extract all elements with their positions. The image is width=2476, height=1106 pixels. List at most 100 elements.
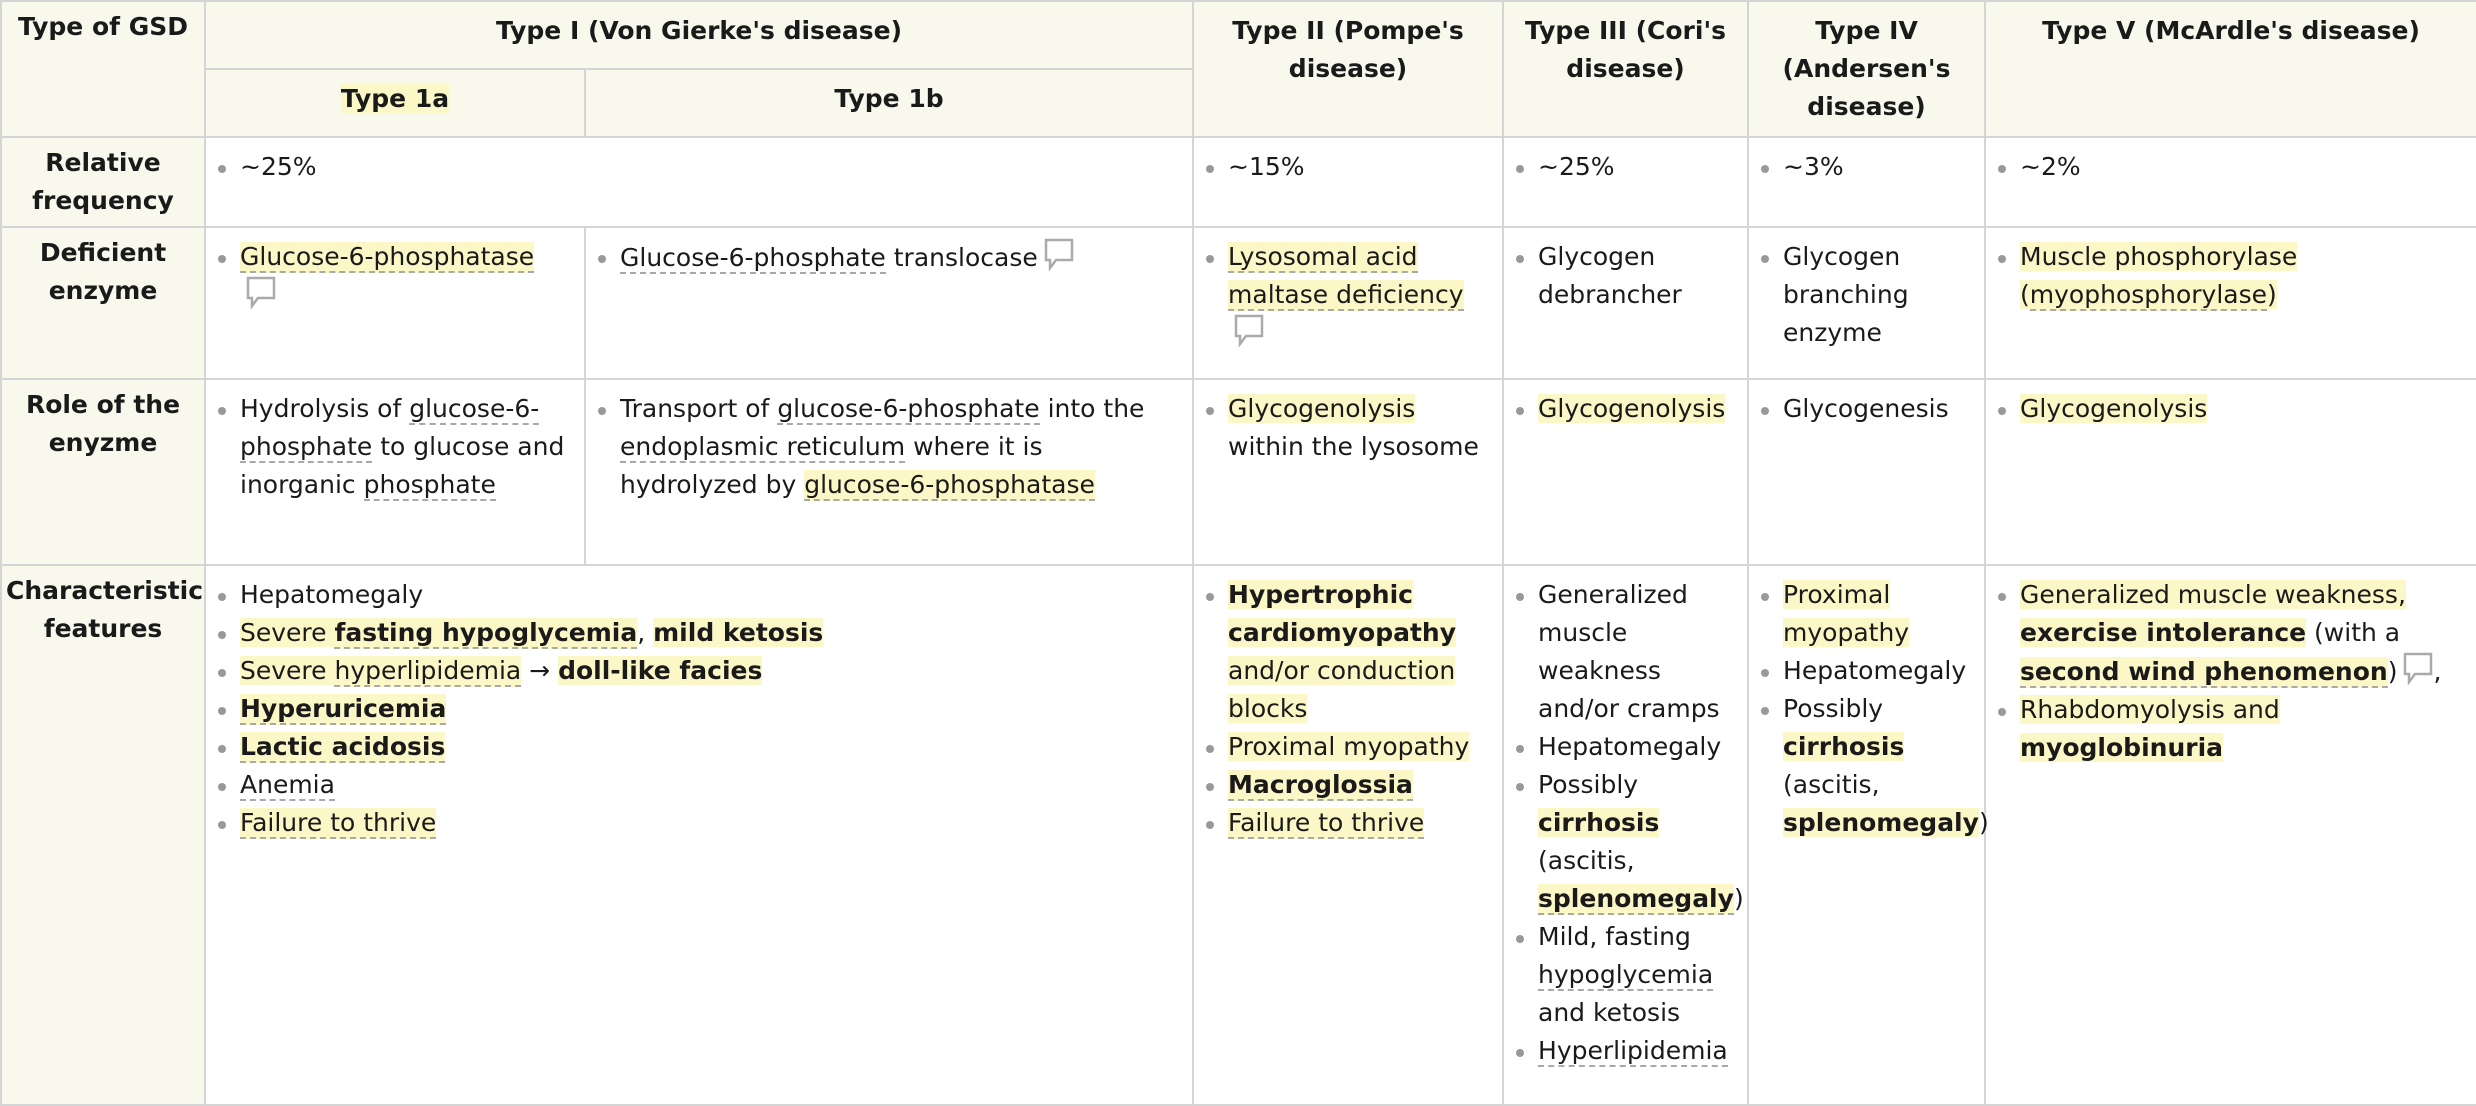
link-glucose-6-phosphatase[interactable]: glucose-6-phosphatase bbox=[804, 470, 1095, 501]
text: within the lysosome bbox=[1228, 432, 1479, 461]
link-failure-to-thrive[interactable]: Failure to thrive bbox=[1228, 808, 1425, 839]
cell-features-type4: Proximal myopathy Hepatomegaly Possibly … bbox=[1747, 564, 1989, 1106]
link-second-wind-phenomenon[interactable]: second wind phenomenon bbox=[2020, 657, 2388, 688]
link-glucose-6-phosphatase[interactable]: Glucose-6-phosphatase bbox=[240, 242, 535, 273]
list-item: Muscle phosphorylase (myophosphorylase) bbox=[1998, 238, 2464, 314]
link-muscle-phosphorylase[interactable]: Muscle phosphorylase bbox=[2020, 242, 2298, 271]
link-glycogenolysis[interactable]: Glycogenolysis bbox=[1228, 394, 1416, 423]
text: ( bbox=[2020, 280, 2030, 309]
header-type-1b: Type 1b bbox=[583, 68, 1195, 138]
link-glucose-6-phosphate[interactable]: Glucose-6-phosphate bbox=[620, 243, 886, 274]
link-glycogenolysis[interactable]: Glycogenolysis bbox=[2020, 394, 2208, 423]
list-item: Severe fasting hypoglycemia, mild ketosi… bbox=[218, 614, 1180, 652]
link-glucose-6-phosphate[interactable]: glucose-6-phosphate bbox=[777, 394, 1040, 425]
speech-bubble-icon[interactable] bbox=[2403, 652, 2433, 686]
link-doll-like-facies[interactable]: doll-like facies bbox=[558, 656, 763, 685]
list-item: Glycogen branching enzyme bbox=[1761, 238, 1972, 352]
cell-role-type1a: Hydrolysis of glucose-6-phosphate to glu… bbox=[204, 378, 586, 566]
cell-freq-type2: ~15% bbox=[1192, 136, 1505, 228]
cell-freq-type1: ~25% bbox=[203, 136, 1195, 228]
cell-features-type5: Generalized muscle weakness, exercise in… bbox=[1984, 564, 2476, 1106]
link-proximal-myopathy[interactable]: Proximal myopathy bbox=[1228, 732, 1470, 761]
text: Rhabdomyolysis and bbox=[2020, 695, 2280, 724]
list-item: Rhabdomyolysis and myoglobinuria bbox=[1998, 691, 2464, 767]
text: Severe bbox=[240, 656, 335, 685]
list-item: Hepatomegaly bbox=[1516, 728, 1735, 766]
header-type-3: Type III (Cori's disease) bbox=[1502, 0, 1750, 138]
cell-role-type4: Glycogenesis bbox=[1747, 378, 1987, 566]
speech-bubble-icon[interactable] bbox=[246, 276, 276, 310]
row-characteristic-features: Characteristic features Hepatomegaly Sev… bbox=[0, 564, 2476, 1106]
speech-bubble-icon[interactable] bbox=[1234, 314, 1264, 348]
link-glycogenolysis[interactable]: Glycogenolysis bbox=[1538, 394, 1726, 423]
list-item: Possibly cirrhosis (ascitis, splenomegal… bbox=[1761, 690, 1989, 842]
link-lactic-acidosis[interactable]: Lactic acidosis bbox=[240, 732, 446, 763]
link-hypoglycemia[interactable]: hypoglycemia bbox=[1538, 960, 1714, 991]
cell-role-type5: Glycogenolysis bbox=[1984, 378, 2476, 566]
header-type-of-gsd: Type of GSD bbox=[0, 0, 206, 138]
text: translocase bbox=[885, 243, 1038, 272]
link-anemia[interactable]: Anemia bbox=[240, 770, 335, 801]
text: and/or conduction blocks bbox=[1228, 656, 1456, 723]
link-hyperlipidemia[interactable]: hyperlipidemia bbox=[334, 656, 522, 687]
cell-features-type2: Hypertrophic cardiomyopathy and/or condu… bbox=[1192, 564, 1505, 1106]
text: Transport of bbox=[620, 394, 778, 423]
text: to glucose and inorganic bbox=[240, 432, 565, 499]
link-hypertrophic-cardiomyopathy[interactable]: Hypertrophic cardiomyopathy bbox=[1228, 580, 1457, 647]
link-lysosomal-acid-maltase[interactable]: Lysosomal acid maltase deficiency bbox=[1228, 242, 1464, 311]
text: , bbox=[637, 618, 654, 647]
list-item: ~15% bbox=[1206, 148, 1490, 186]
list-item: Hydrolysis of glucose-6-phosphate to glu… bbox=[218, 390, 572, 504]
link-hyperlipidemia[interactable]: Hyperlipidemia bbox=[1538, 1036, 1728, 1067]
text: Generalized muscle weakness, bbox=[2020, 580, 2406, 609]
list-item: ~2% bbox=[1998, 148, 2464, 186]
text: and ketosis bbox=[1538, 998, 1681, 1027]
speech-bubble-icon[interactable] bbox=[1044, 238, 1074, 272]
link-mild-ketosis[interactable]: mild ketosis bbox=[653, 618, 824, 647]
header-type-1a: Type 1a bbox=[204, 68, 586, 138]
list-item: Hepatomegaly bbox=[1761, 652, 1972, 690]
link-cirrhosis[interactable]: cirrhosis bbox=[1783, 732, 1905, 761]
cell-role-type2: Glycogenolysis within the lysosome bbox=[1192, 378, 1505, 566]
link-myoglobinuria[interactable]: myoglobinuria bbox=[2020, 733, 2224, 762]
text: ) bbox=[2387, 657, 2398, 686]
row-label-relative-frequency: Relative frequency bbox=[0, 136, 206, 228]
link-endoplasmic-reticulum[interactable]: endoplasmic reticulum bbox=[620, 432, 906, 463]
list-item: Glycogenolysis bbox=[1998, 390, 2464, 428]
text: ) bbox=[1733, 884, 1744, 913]
link-cirrhosis[interactable]: cirrhosis bbox=[1538, 808, 1660, 837]
list-item: Lysosomal acid maltase deficiency bbox=[1206, 238, 1490, 353]
list-item: Proximal myopathy bbox=[1761, 576, 1972, 652]
list-item: Anemia bbox=[218, 766, 1180, 804]
header-type-4: Type IV (Andersen's disease) bbox=[1747, 0, 1987, 138]
link-hyperuricemia[interactable]: Hyperuricemia bbox=[240, 694, 447, 725]
list-item: Hyperlipidemia bbox=[1516, 1032, 1735, 1070]
list-item: ~25% bbox=[1516, 148, 1735, 186]
list-item: Macroglossia bbox=[1206, 766, 1490, 804]
text: Possibly bbox=[1538, 770, 1639, 799]
link-macroglossia[interactable]: Macroglossia bbox=[1228, 770, 1413, 801]
link-exercise-intolerance[interactable]: exercise intolerance bbox=[2020, 618, 2307, 647]
list-item: Failure to thrive bbox=[218, 804, 1180, 842]
link-glucose-6-phosphate[interactable]: glucose-6-phosphate bbox=[240, 394, 540, 463]
text: into the bbox=[1039, 394, 1145, 423]
list-item: Hypertrophic cardiomyopathy and/or condu… bbox=[1206, 576, 1490, 728]
link-splenomegaly[interactable]: splenomegaly bbox=[1783, 808, 1979, 837]
link-proximal-myopathy[interactable]: Proximal myopathy bbox=[1783, 580, 1910, 647]
cell-enzyme-type4: Glycogen branching enzyme bbox=[1747, 226, 1987, 380]
link-fasting-hypoglycemia[interactable]: fasting hypoglycemia bbox=[334, 618, 638, 649]
header-type-2: Type II (Pompe's disease) bbox=[1192, 0, 1505, 138]
list-item: Possibly cirrhosis (ascitis, splenomegal… bbox=[1516, 766, 1744, 918]
text: (with a bbox=[2306, 618, 2401, 647]
text: , bbox=[2433, 657, 2442, 686]
list-item: Glucose-6-phosphate translocase bbox=[598, 238, 1180, 277]
text: Possibly bbox=[1783, 694, 1884, 723]
cell-role-type3: Glycogenolysis bbox=[1502, 378, 1750, 566]
link-phosphate[interactable]: phosphate bbox=[363, 470, 496, 501]
link-myophosphorylase[interactable]: myophosphorylase bbox=[2029, 280, 2268, 311]
link-failure-to-thrive[interactable]: Failure to thrive bbox=[240, 808, 437, 839]
list-item: Glycogenesis bbox=[1761, 390, 1972, 428]
link-splenomegaly[interactable]: splenomegaly bbox=[1538, 884, 1734, 915]
cell-enzyme-type1a: Glucose-6-phosphatase bbox=[204, 226, 586, 380]
